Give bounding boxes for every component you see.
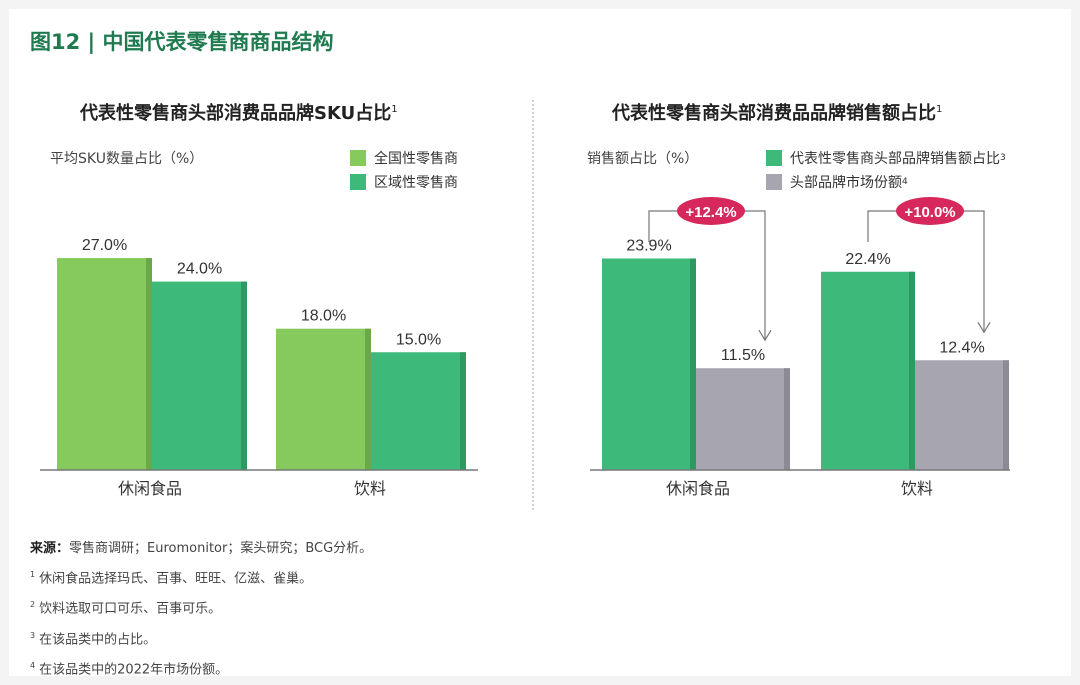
source-label: 来源：: [30, 541, 70, 556]
footnote-4: 4 在该品类中的2022年市场份额。: [30, 653, 372, 683]
bar-shade-2-2-2: [1003, 360, 1009, 470]
legend-label-sales-share: 代表性零售商头部品牌销售额占比: [790, 151, 1000, 167]
bar-shade-2-1-2: [784, 368, 790, 470]
legend-swatch-national: [350, 150, 366, 166]
legend-label-regional: 区域性零售商: [374, 175, 458, 191]
footnote-4-marker: 4: [30, 660, 36, 670]
footnote-2: 2 饮料选取可口可乐、百事可乐。: [30, 592, 372, 622]
bar-shade-1-1-2: [241, 281, 247, 470]
data-label-1-2-2: 15.0%: [396, 331, 441, 348]
legend-item-sales-share: 代表性零售商头部品牌销售额占比 3: [766, 146, 1006, 170]
annotation-arrow-1: [758, 329, 772, 342]
footnote-2-marker: 2: [30, 600, 36, 610]
bar-2-2-2: [915, 360, 1009, 470]
left-chart-title-sup: 1: [391, 104, 398, 115]
bar-shade-2-1-1: [690, 258, 696, 470]
annotation-label-1: +12.4%: [685, 204, 736, 221]
data-label-2-2-2: 12.4%: [939, 339, 984, 356]
legend-label-national: 全国性零售商: [374, 151, 458, 167]
bar-1-1-2: [152, 281, 247, 470]
source-text: 零售商调研；Euromonitor；案头研究；BCG分析。: [69, 541, 373, 556]
left-y-axis-label: 平均SKU数量占比（%）: [50, 151, 204, 167]
annotation-label-2: +10.0%: [904, 204, 955, 221]
left-chart-title-text: 代表性零售商头部消费品品牌SKU占比: [80, 103, 392, 124]
footnote-1: 1 休闲食品选择玛氏、百事、旺旺、亿滋、雀巢。: [30, 562, 372, 592]
panel-divider: [532, 100, 534, 510]
source-line: 来源：零售商调研；Euromonitor；案头研究；BCG分析。: [30, 536, 372, 562]
data-label-2-2-1: 22.4%: [845, 251, 890, 268]
data-label-1-1-2: 24.0%: [177, 261, 222, 278]
annotation-arrow-2: [977, 321, 991, 334]
bar-shade-1-1-1: [146, 258, 152, 470]
data-label-2-1-1: 23.9%: [626, 237, 671, 254]
category-label-2-1: 休闲食品: [666, 479, 730, 498]
footnote-3: 3 在该品类中的占比。: [30, 623, 372, 653]
category-label-1-1: 休闲食品: [118, 479, 182, 498]
annotation-badge-1: [677, 197, 745, 225]
legend-swatch-market-share: [766, 174, 782, 190]
footnote-3-text: 在该品类中的占比。: [39, 631, 157, 647]
category-label-1-2: 饮料: [354, 479, 386, 498]
category-label-2-2: 饮料: [901, 479, 933, 498]
right-chart-title: 代表性零售商头部消费品品牌销售额占比1: [612, 99, 942, 125]
data-label-2-1-2: 11.5%: [721, 347, 765, 364]
footnote-4-text: 在该品类中的2022年市场份额。: [39, 662, 229, 678]
left-legend: 全国性零售商 区域性零售商: [350, 146, 458, 194]
figure-title: 图12 | 中国代表零售商商品结构: [30, 30, 334, 54]
data-label-1-1-1: 27.0%: [82, 237, 127, 254]
legend-sup-sales-share: 3: [1000, 153, 1006, 163]
bar-1-1-1: [57, 258, 152, 470]
bar-shade-1-2-1: [365, 328, 371, 470]
legend-swatch-regional: [350, 174, 366, 190]
bar-shade-2-2-1: [909, 271, 915, 470]
data-label-1-2-1: 18.0%: [301, 308, 346, 325]
bar-1-2-2: [371, 352, 466, 470]
footnotes: 来源：零售商调研；Euromonitor；案头研究；BCG分析。 1 休闲食品选择…: [30, 536, 372, 683]
footnote-1-text: 休闲食品选择玛氏、百事、旺旺、亿滋、雀巢。: [39, 571, 313, 587]
right-legend: 代表性零售商头部品牌销售额占比 3 头部品牌市场份额 4: [766, 146, 1006, 194]
right-y-axis-label: 销售额占比（%）: [587, 151, 699, 167]
legend-swatch-sales-share: [766, 150, 782, 166]
legend-label-market-share: 头部品牌市场份额: [790, 175, 902, 191]
legend-item-regional: 区域性零售商: [350, 170, 458, 194]
bar-shade-1-2-2: [460, 352, 466, 470]
left-chart-title: 代表性零售商头部消费品品牌SKU占比1: [80, 99, 398, 125]
annotation-badge-2: [896, 197, 964, 225]
legend-sup-market-share: 4: [902, 177, 908, 187]
bar-2-2-1: [821, 271, 915, 470]
right-chart-title-sup: 1: [936, 104, 943, 115]
footnote-1-marker: 1: [30, 570, 36, 579]
legend-item-market-share: 头部品牌市场份额 4: [766, 170, 1006, 194]
bar-1-2-1: [276, 328, 371, 470]
bar-2-1-2: [696, 368, 790, 470]
footnote-3-marker: 3: [30, 630, 36, 640]
bar-2-1-1: [602, 258, 696, 470]
legend-item-national: 全国性零售商: [350, 146, 458, 170]
footnote-2-text: 饮料选取可口可乐、百事可乐。: [39, 601, 222, 617]
right-chart-title-text: 代表性零售商头部消费品品牌销售额占比: [612, 103, 936, 124]
